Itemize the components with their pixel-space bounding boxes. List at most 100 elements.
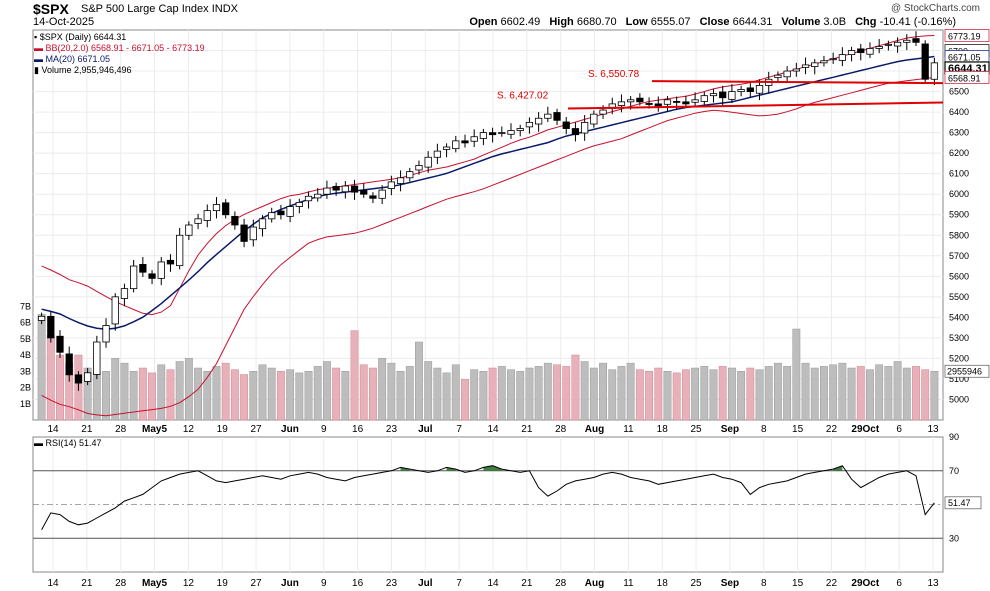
legend-bb: ▬ BB(20,2.0) 6568.91 - 6671.05 - 6773.19 [34,43,205,53]
volume-bar [148,372,156,421]
close-label: Close [699,16,730,28]
price-tick-label: 5800 [949,230,969,240]
candle-body [700,95,708,102]
rsi-x-label: Aug [585,578,604,589]
candle-body [488,132,497,136]
rsi-x-label: 25 [691,578,703,589]
volume-tick-label: 4B [20,350,31,360]
rsi-x-label: Jun [281,578,299,589]
volume-bar [866,369,874,421]
price-x-label: Jun [281,424,299,435]
candle-body [847,50,856,56]
chart-date: 14-Oct-2025 [33,16,95,28]
volume-bar [820,366,828,421]
volume-bar [718,366,727,421]
legend-volume-text: Volume 2,955,946,496 [41,65,132,75]
rsi-last-box [944,496,982,510]
volume-bar [645,371,654,421]
volume-bar [396,371,405,421]
price-x-label: 28 [555,424,567,435]
volume-bar [37,314,46,421]
volume-tick-label: 3B [20,366,31,376]
candle-body [581,121,589,134]
volume-bar [120,362,129,421]
price-x-label: 9 [321,424,327,435]
volume-bar [258,364,267,421]
rsi-legend-text: RSI(14) 51.47 [45,438,102,448]
rsi-x-label: 12 [183,578,195,589]
candle-body [498,132,506,135]
rsi-x-label: 7 [456,578,462,589]
price-x-label: 6 [896,424,902,435]
volume-bar [111,358,120,421]
chg-label: Chg [855,16,877,28]
candle-body [875,46,883,49]
candle-body [682,101,690,105]
volume-bar [580,361,589,421]
candle-body [903,39,911,43]
volume-tick-label: 2B [20,383,31,393]
volume-bar [479,371,488,421]
price-axis-value: 6671.05 [948,52,981,62]
volume-bar [387,362,396,421]
candle-body [56,335,64,353]
volume-last-label: 2955946 [947,366,982,376]
rsi-x-label: 18 [657,578,669,589]
index-name: S&P 500 Large Cap Index [81,3,209,15]
candle-body [507,130,515,135]
rsi-x-label: 23 [386,578,398,589]
candle-body [47,315,55,339]
volume-bar [230,369,239,421]
support-label-1: S. 6,427.02 [497,91,549,102]
candle-body [636,97,644,103]
volume-bar [829,364,838,421]
volume-bar [378,358,387,421]
volume-bar [488,367,497,421]
volume-bar [635,369,644,421]
candle-body [571,128,580,136]
candle-body [912,38,920,43]
volume-bar [654,367,663,421]
volume-bar [543,362,552,421]
volume-bar [681,369,690,421]
rsi-legend: ▬ RSI(14) 51.47 [34,438,102,448]
candle-body [470,136,478,142]
volume-bar [46,335,55,421]
candle-body [240,224,248,242]
candle-body [166,259,175,265]
candle-body [930,62,939,80]
candle-body [433,150,441,158]
candle-body [231,215,239,226]
candle-body [691,99,699,103]
price-tick-label: 6200 [949,148,969,158]
price-x-label: 14 [47,424,59,435]
candle-body [525,121,534,128]
candle-body [387,181,395,189]
legend-price-text: $SPX (Daily) 6644.31 [39,32,127,42]
price-tick-label: 6400 [949,107,969,117]
close-value: 6644.31 [732,16,773,28]
volume-bar [921,369,930,421]
low-label: Low [625,16,648,28]
candle-body [544,113,552,119]
rsi-x-label: 21 [81,578,93,589]
price-x-label: May5 [142,424,167,435]
candle-body [185,224,193,236]
volume-bar [424,361,433,421]
rsi-x-label: 14 [487,578,499,589]
price-legend: ▪ $SPX (Daily) 6644.31 ▬ BB(20,2.0) 6568… [34,32,205,76]
volume-bar [194,367,203,421]
price-x-label: 29Oct [851,424,879,435]
price-tick-label: 5200 [949,353,969,363]
candle-body [65,353,73,376]
candle-body [590,113,598,125]
volume-bar [893,361,902,421]
volume-bar [930,371,939,421]
candle-body [332,186,340,191]
volume-bar [433,367,442,421]
volume-bar [755,369,764,421]
candle-body [120,288,129,299]
volume-bar [313,366,322,421]
chart-header: $SPX S&P 500 Large Cap Index INDX 14-Oct… [0,0,990,30]
